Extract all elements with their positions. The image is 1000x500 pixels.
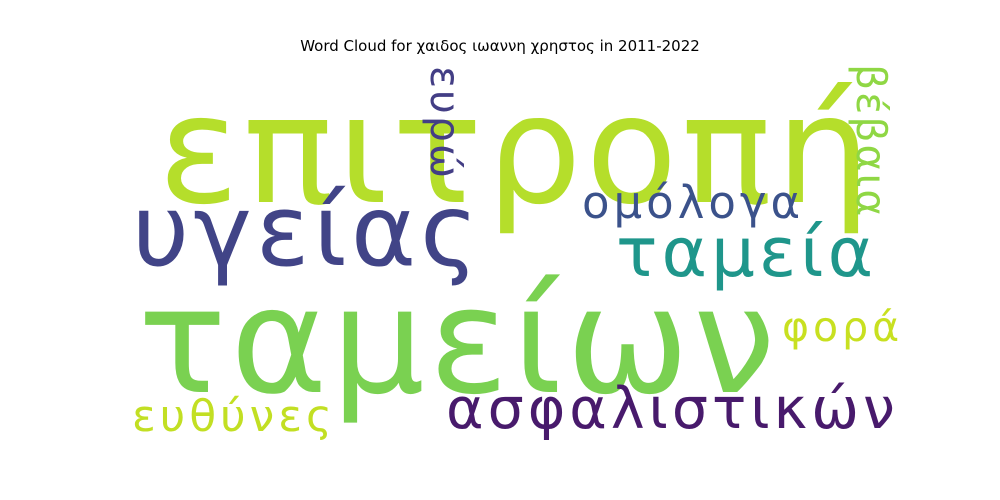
word-fora: φορά xyxy=(782,303,904,351)
word-evro: ευρώ xyxy=(421,66,469,181)
word-epitropi: επιτροπή xyxy=(158,64,875,238)
chart-title: Word Cloud for χαιδος ιωαννη χρηστος in … xyxy=(300,37,700,55)
word-omologa: ομόλογα xyxy=(582,176,805,229)
word-ygeias: υγείας xyxy=(132,174,483,289)
word-tameia: ταμεία xyxy=(616,213,878,293)
word-vevaia: βέβαια xyxy=(847,64,895,219)
word-efthynes: ευθύνες xyxy=(132,391,336,442)
word-asfalistikon: ασφαλιστικών xyxy=(446,376,899,442)
word-tameion: ταμείων xyxy=(138,256,780,427)
